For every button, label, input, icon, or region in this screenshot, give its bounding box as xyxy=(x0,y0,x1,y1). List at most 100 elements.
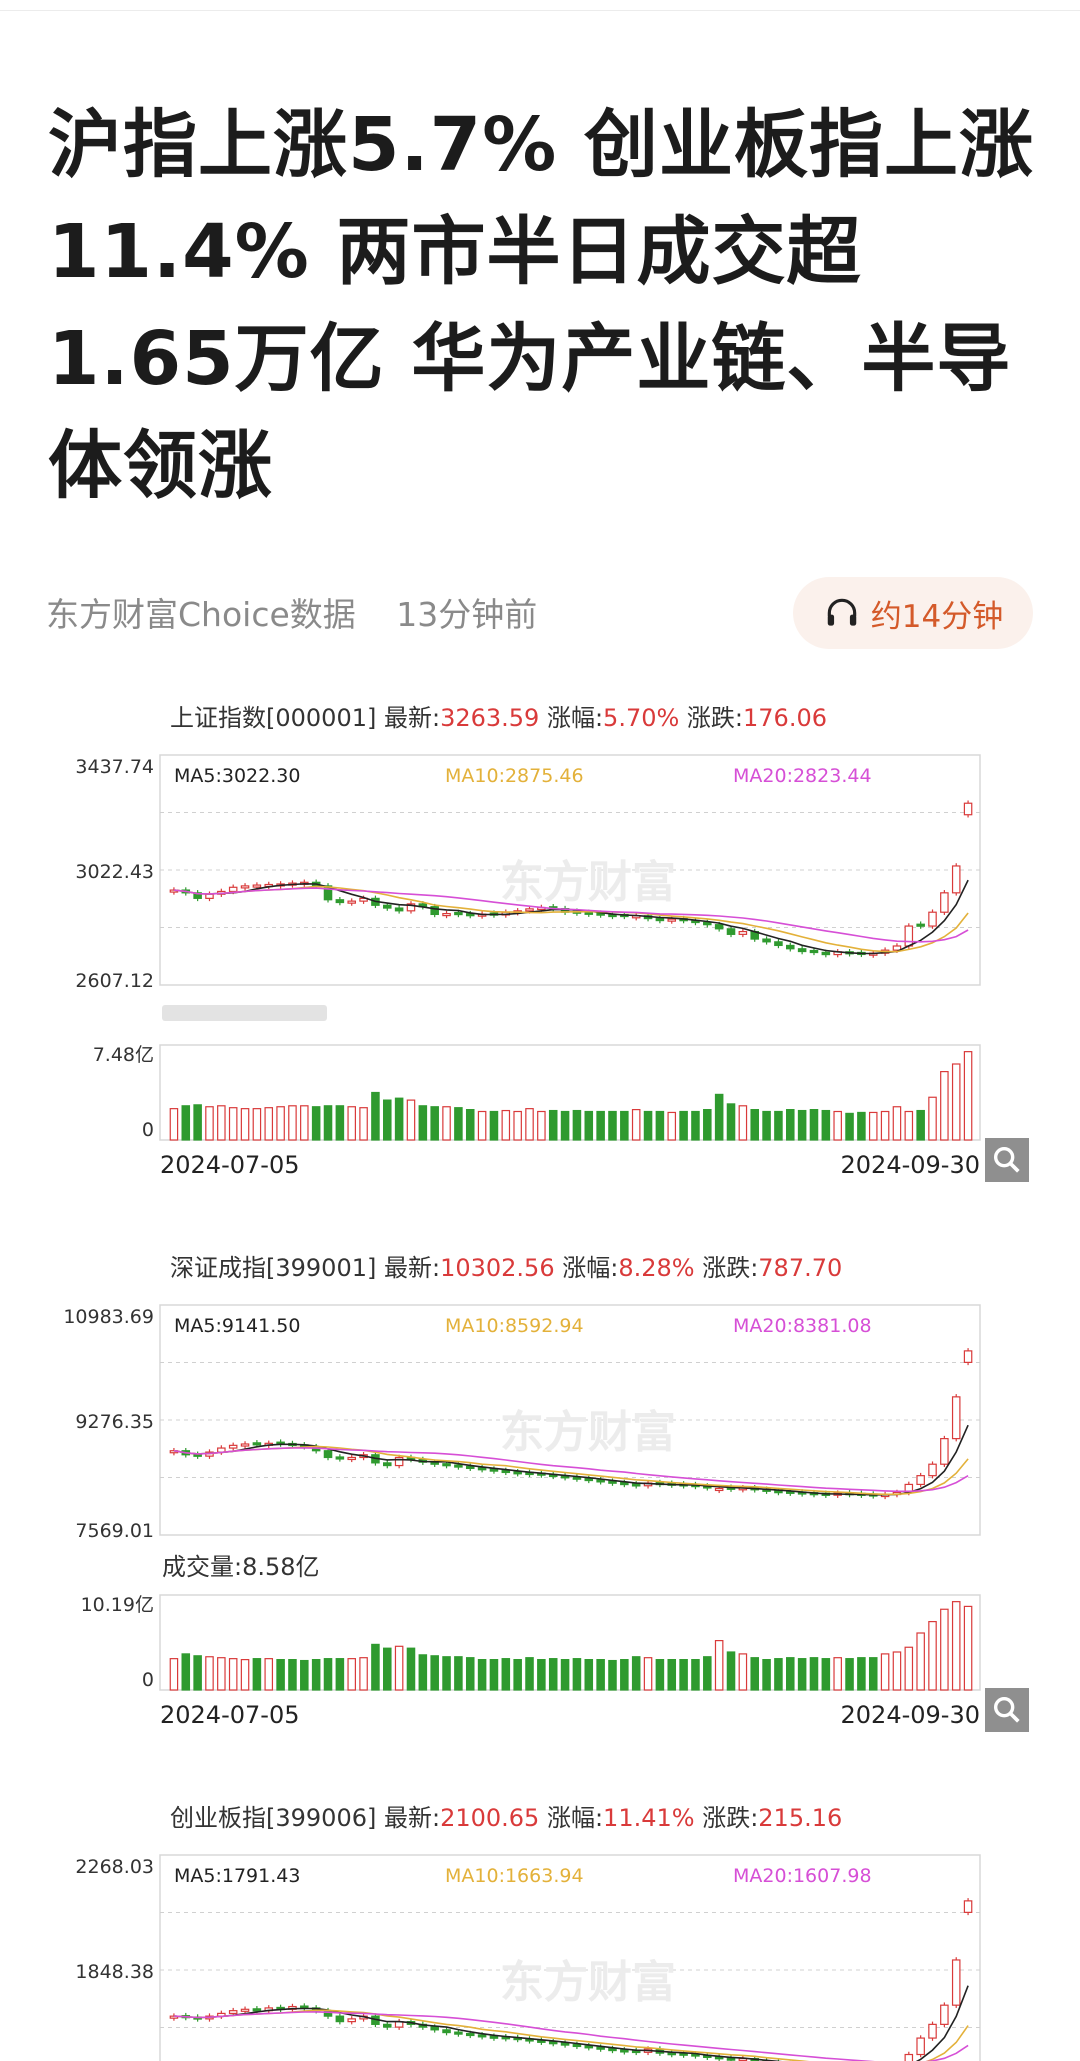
chart-0-volume-bar-49 xyxy=(750,1109,759,1141)
chart-0-volume-bar-58 xyxy=(857,1111,866,1141)
chart-1-candle-46 xyxy=(714,1487,724,1492)
chart-0-ma10-line xyxy=(173,885,969,953)
chart-1-candle-65 xyxy=(940,1438,949,1465)
chart-0-volume-bar-24 xyxy=(454,1107,463,1141)
chart-1-volume-bar-47 xyxy=(726,1651,736,1691)
chart-1-candle-6 xyxy=(240,1443,250,1447)
chart-1-change-label: 涨跌: xyxy=(695,1254,759,1282)
chart-0-volume-bar-47 xyxy=(726,1103,736,1141)
chart-0-candle-47 xyxy=(726,928,736,935)
chart-2-candle-35 xyxy=(584,2045,594,2049)
chart-1-volume-bar-48 xyxy=(738,1653,748,1691)
chart-2-change-pct-value: 11.41% xyxy=(603,1804,695,1832)
chart-1-volume-bar-57 xyxy=(845,1658,854,1691)
chart-1-volume-bar-28 xyxy=(501,1658,511,1691)
chart-0-ytick-0: 3437.74 xyxy=(75,756,154,778)
chart-1-volume-bar-66 xyxy=(951,1601,961,1691)
chart-2-ma20-line xyxy=(173,2011,969,2061)
chart-0-volume-bar-5 xyxy=(228,1107,238,1141)
chart-1-volume-bar-21 xyxy=(418,1654,428,1691)
chart-0-volume-bar-26 xyxy=(477,1110,487,1141)
chart-2-watermark: 东方财富 xyxy=(500,1957,676,2008)
chart-0-candle-2 xyxy=(193,892,202,899)
chart-0-zoom-button[interactable] xyxy=(985,1138,1029,1182)
chart-1-svg: 深证成指[399001] 最新:10302.56 涨幅:8.28% 涨跌:787… xyxy=(63,1254,981,1729)
chart-1-latest-value: 10302.56 xyxy=(440,1254,555,1282)
listen-duration: 约14分钟 xyxy=(870,598,1004,635)
chart-0-x-start: 2024-07-05 xyxy=(160,1151,299,1179)
chart-1-volume-bar-63 xyxy=(916,1632,925,1691)
chart-0-volume-bar-36 xyxy=(596,1110,605,1141)
top-divider xyxy=(0,0,1080,11)
chart-1-ma5-label: MA5:9141.50 xyxy=(174,1315,300,1337)
chart-2-candle-15 xyxy=(347,2018,356,2023)
chart-2-candle-62 xyxy=(904,2053,914,2061)
chart-2-candle-23 xyxy=(442,2029,451,2034)
chart-1-volume-bar-60 xyxy=(880,1653,890,1691)
chart-0-ma10-label: MA10:2875.46 xyxy=(445,765,584,787)
chart-1-volume-bar-7 xyxy=(252,1658,262,1691)
chart-1-volume-bar-27 xyxy=(489,1659,499,1691)
chart-0-candle-63 xyxy=(916,923,925,927)
chart-2-latest-label: 最新: xyxy=(384,1804,440,1832)
chart-2-header: 创业板指[399006] 最新:2100.65 涨幅:11.41% 涨跌:215… xyxy=(170,1804,842,1832)
chart-1-volume-bar-35 xyxy=(584,1659,594,1691)
chart-1-volume-bar-8 xyxy=(264,1658,274,1691)
chart-0-volume-bar-19 xyxy=(394,1097,404,1141)
search-icon xyxy=(993,1696,1020,1723)
chart-1-volume-bar-19 xyxy=(394,1645,404,1691)
chart-1-volume-bar-3 xyxy=(205,1656,214,1691)
chart-shenzhen-index[interactable]: 深证成指[399001] 最新:10302.56 涨幅:8.28% 涨跌:787… xyxy=(0,1250,1080,1732)
chart-0-volume-bar-53 xyxy=(797,1109,807,1141)
chart-0-volume-bar-7 xyxy=(252,1108,262,1141)
chart-1-volume-bar-6 xyxy=(240,1659,250,1691)
chart-0-candle-52 xyxy=(786,944,795,950)
chart-1-volume-bar-32 xyxy=(548,1658,558,1691)
chart-1-volume-bar-13 xyxy=(323,1658,333,1691)
chart-2-candle-36 xyxy=(596,2046,605,2050)
chart-0-volume-bar-37 xyxy=(608,1110,617,1141)
chart-2-candle-27 xyxy=(489,2035,499,2039)
chart-1-volume-bar-42 xyxy=(667,1659,677,1691)
chart-0-latest-label: 最新: xyxy=(384,704,440,732)
chart-2-candle-5 xyxy=(228,2010,238,2015)
chart-shanghai-index[interactable]: 上证指数[000001] 最新:3263.59 涨幅:5.70% 涨跌:176.… xyxy=(0,700,1080,1182)
chart-1-volume-bar-10 xyxy=(288,1659,297,1691)
chart-0-candle-54 xyxy=(809,949,819,954)
chart-chinext-index[interactable]: 创业板指[399006] 最新:2100.65 涨幅:11.41% 涨跌:215… xyxy=(0,1800,1080,2061)
chart-0-candle-67 xyxy=(963,802,973,816)
chart-0-change-pct-value: 5.70% xyxy=(603,704,679,732)
chart-1-candle-15 xyxy=(347,1456,356,1461)
chart-2-candle-66 xyxy=(951,1959,961,2006)
chart-0-volume-bar-20 xyxy=(406,1099,416,1141)
chart-1-volume-zero: 0 xyxy=(142,1669,154,1691)
chart-0-volume-bar-65 xyxy=(940,1071,949,1141)
chart-1-volume-bar-38 xyxy=(620,1659,629,1691)
chart-1-candle-24 xyxy=(454,1464,463,1468)
chart-1-volume-bar-24 xyxy=(454,1656,463,1691)
listen-button[interactable]: 约14分钟 xyxy=(793,577,1033,649)
chart-0-volume-bar-8 xyxy=(264,1107,274,1141)
chart-2-candle-25 xyxy=(465,2032,475,2037)
chart-0-watermark: 东方财富 xyxy=(500,857,676,908)
chart-2-ma5-label: MA5:1791.43 xyxy=(174,1865,300,1887)
chart-0-candle-18 xyxy=(383,904,392,909)
chart-1-volume-bar-15 xyxy=(347,1658,356,1691)
chart-1-latest-label: 最新: xyxy=(384,1254,440,1282)
chart-0-volume-bar-11 xyxy=(300,1105,309,1141)
chart-0-x-end: 2024-09-30 xyxy=(841,1151,980,1179)
chart-1-volume-bar-16 xyxy=(359,1657,368,1691)
chart-0-volume-bar-51 xyxy=(774,1110,783,1141)
chart-0-volume-bar-41 xyxy=(655,1110,665,1141)
chart-2-candle-7 xyxy=(252,2008,262,2012)
chart-0-candle-61 xyxy=(892,945,902,951)
chart-1-zoom-button[interactable] xyxy=(985,1688,1029,1732)
chart-0-volume-frame xyxy=(159,1044,981,1141)
chart-1-volume-bar-54 xyxy=(809,1657,819,1691)
chart-0-svg: 上证指数[000001] 最新:3263.59 涨幅:5.70% 涨跌:176.… xyxy=(75,704,981,1179)
article-source[interactable]: 东方财富Choice数据 xyxy=(46,595,356,634)
chart-0-volume-bar-2 xyxy=(193,1104,202,1141)
chart-0-volume-bar-42 xyxy=(667,1111,677,1141)
chart-1-volume-bar-18 xyxy=(383,1647,392,1691)
chart-1-header: 深证成指[399001] 最新:10302.56 涨幅:8.28% 涨跌:787… xyxy=(170,1254,842,1282)
